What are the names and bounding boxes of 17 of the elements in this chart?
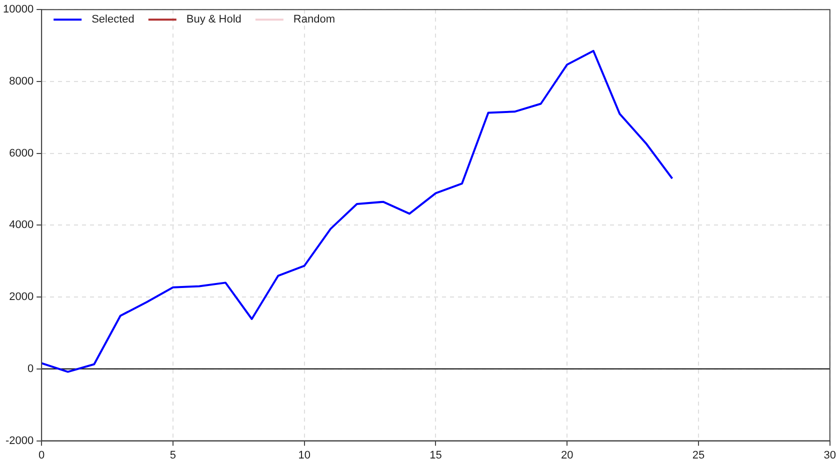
y-tick-label: 2000 (9, 291, 34, 304)
y-tick-label: 0 (27, 362, 34, 375)
y-tick-label: 8000 (9, 76, 34, 88)
legend-label: Random (293, 14, 335, 26)
y-tick-label: 10000 (2, 4, 34, 16)
x-tick-label: 30 (824, 449, 836, 462)
y-tick-label: 4000 (9, 219, 34, 232)
x-tick-label: 25 (692, 449, 705, 462)
x-tick-label: 20 (560, 449, 574, 462)
y-tick-label: 6000 (9, 147, 34, 160)
legend-label: Selected (92, 14, 134, 26)
x-tick-label: 5 (170, 449, 176, 462)
y-tick-label: -2000 (5, 434, 34, 447)
x-tick-label: 15 (430, 449, 442, 462)
legend-label: Buy & Hold (186, 14, 242, 26)
x-tick-label: 0 (38, 449, 45, 462)
x-tick-label: 10 (298, 449, 310, 462)
